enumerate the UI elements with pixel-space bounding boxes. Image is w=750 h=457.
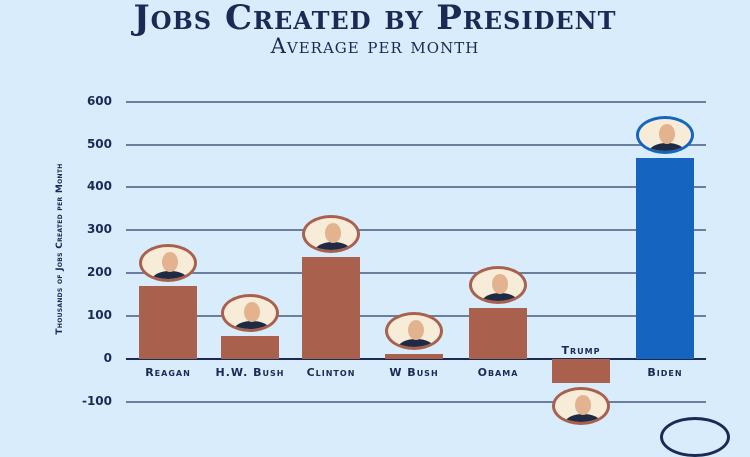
x-tick-label: Clinton: [306, 366, 356, 379]
gridline: [126, 143, 706, 146]
bar-trump: [552, 359, 610, 384]
y-tick-label: 500: [86, 136, 112, 151]
y-tick-label: 400: [86, 179, 112, 194]
portrait-icon: [302, 215, 360, 254]
x-tick-label: Obama: [477, 366, 519, 379]
x-tick-label: W Bush: [389, 366, 439, 379]
y-tick-label: 600: [86, 93, 112, 108]
x-tick-label: Reagan: [145, 366, 191, 379]
y-tick-label: 300: [86, 222, 112, 237]
gridline: [126, 358, 706, 360]
gridline: [126, 400, 706, 403]
bar-h-w-bush: [221, 335, 279, 359]
y-tick-label: 200: [86, 265, 112, 280]
y-tick-label: 100: [86, 308, 112, 323]
logo-icon: [660, 417, 730, 457]
bar-biden: [636, 158, 694, 359]
y-axis-label: Thousands of Jobs Created per Month: [55, 163, 65, 335]
gridline: [126, 186, 706, 189]
y-tick-label: 0: [103, 351, 112, 365]
x-tick-label: Biden: [647, 366, 683, 379]
portrait-icon: [469, 265, 527, 304]
gridline: [126, 229, 706, 232]
bar-w-bush: [385, 353, 443, 359]
x-tick-label: Trump: [561, 344, 601, 357]
portrait-icon: [385, 311, 443, 350]
chart-subtitle: Average per month: [270, 34, 480, 58]
gridline: [126, 100, 706, 103]
chart-title: Jobs Created by President: [133, 0, 617, 38]
portrait-icon: [139, 244, 197, 283]
x-tick-label: H.W. Bush: [215, 366, 285, 379]
gridline: [126, 272, 706, 275]
portrait-icon: [552, 387, 610, 426]
portrait-icon: [636, 116, 694, 155]
portrait-icon: [221, 293, 279, 332]
bar-reagan: [139, 286, 197, 359]
bar-clinton: [302, 257, 360, 359]
y-tick-label: -100: [81, 393, 112, 408]
bar-obama: [469, 307, 527, 359]
